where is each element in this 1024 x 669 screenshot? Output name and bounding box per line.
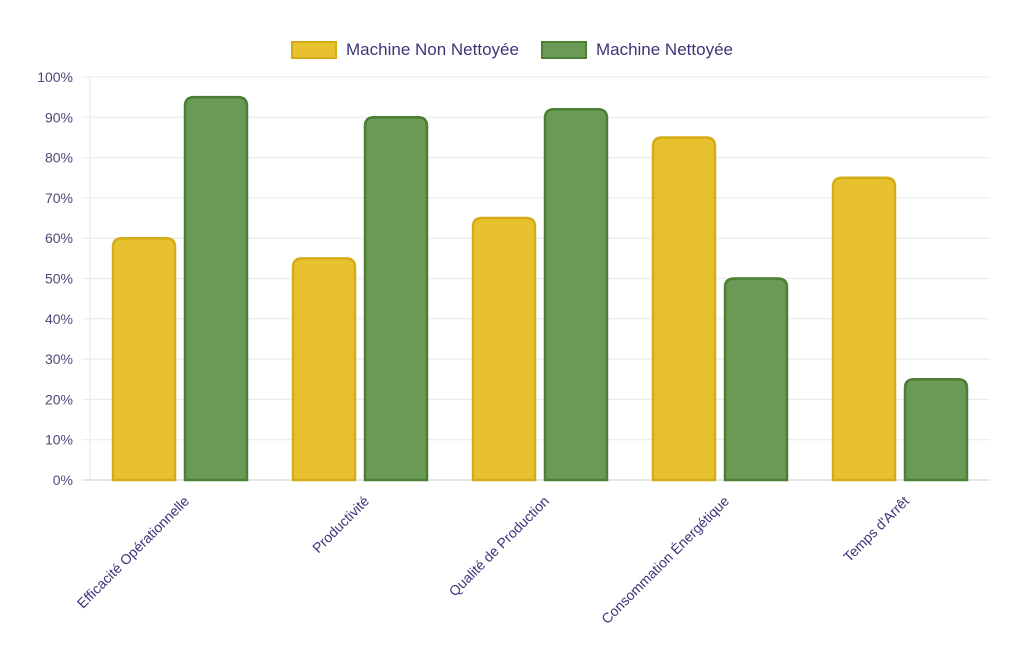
y-tick-label: 80%	[45, 150, 73, 166]
legend-item-non-nettoyee[interactable]: Machine Non Nettoyée	[291, 40, 519, 60]
x-category-label: Qualité de Production	[446, 493, 553, 600]
y-tick-label: 100%	[37, 69, 73, 85]
chart-legend: Machine Non Nettoyée Machine Nettoyée	[0, 40, 1024, 60]
y-tick-label: 70%	[45, 190, 73, 206]
legend-label: Machine Non Nettoyée	[346, 40, 519, 59]
x-axis: Efficacité Opérationnelle Productivité Qua…	[74, 493, 913, 627]
y-tick-label: 10%	[45, 432, 73, 448]
bar-non-nettoyee[interactable]	[651, 136, 717, 482]
x-category-label: Consommation Énergétique	[598, 493, 732, 627]
y-tick-label: 30%	[45, 351, 73, 367]
bar-non-nettoyee[interactable]	[111, 236, 177, 482]
legend-swatch-yellow	[291, 41, 338, 59]
y-tick-label: 40%	[45, 311, 73, 327]
bars	[111, 95, 969, 482]
y-tick-label: 20%	[45, 391, 73, 407]
x-category-label: Temps d'Arrêt	[840, 493, 912, 565]
legend-label: Machine Nettoyée	[595, 40, 733, 59]
bar-non-nettoyee[interactable]	[471, 216, 537, 482]
bar-non-nettoyee[interactable]	[831, 176, 897, 482]
bar-nettoyee[interactable]	[903, 378, 969, 482]
x-category-label: Productivité	[309, 493, 372, 556]
bar-nettoyee[interactable]	[723, 277, 789, 482]
legend-item-nettoyee[interactable]: Machine Nettoyée	[540, 40, 733, 60]
y-tick-label: 90%	[45, 109, 73, 125]
y-tick-label: 60%	[45, 230, 73, 246]
bar-non-nettoyee[interactable]	[291, 257, 357, 482]
bar-nettoyee[interactable]	[183, 95, 249, 482]
bar-nettoyee[interactable]	[543, 107, 609, 482]
y-tick-label: 0%	[53, 472, 73, 488]
x-category-label: Efficacité Opérationnelle	[74, 493, 193, 612]
y-axis: 0% 10% 20% 30% 40% 50% 60% 70% 80% 90% 100%	[37, 69, 73, 488]
bar-nettoyee[interactable]	[363, 116, 429, 482]
y-tick-label: 50%	[45, 271, 73, 287]
legend-swatch-green	[540, 41, 587, 59]
